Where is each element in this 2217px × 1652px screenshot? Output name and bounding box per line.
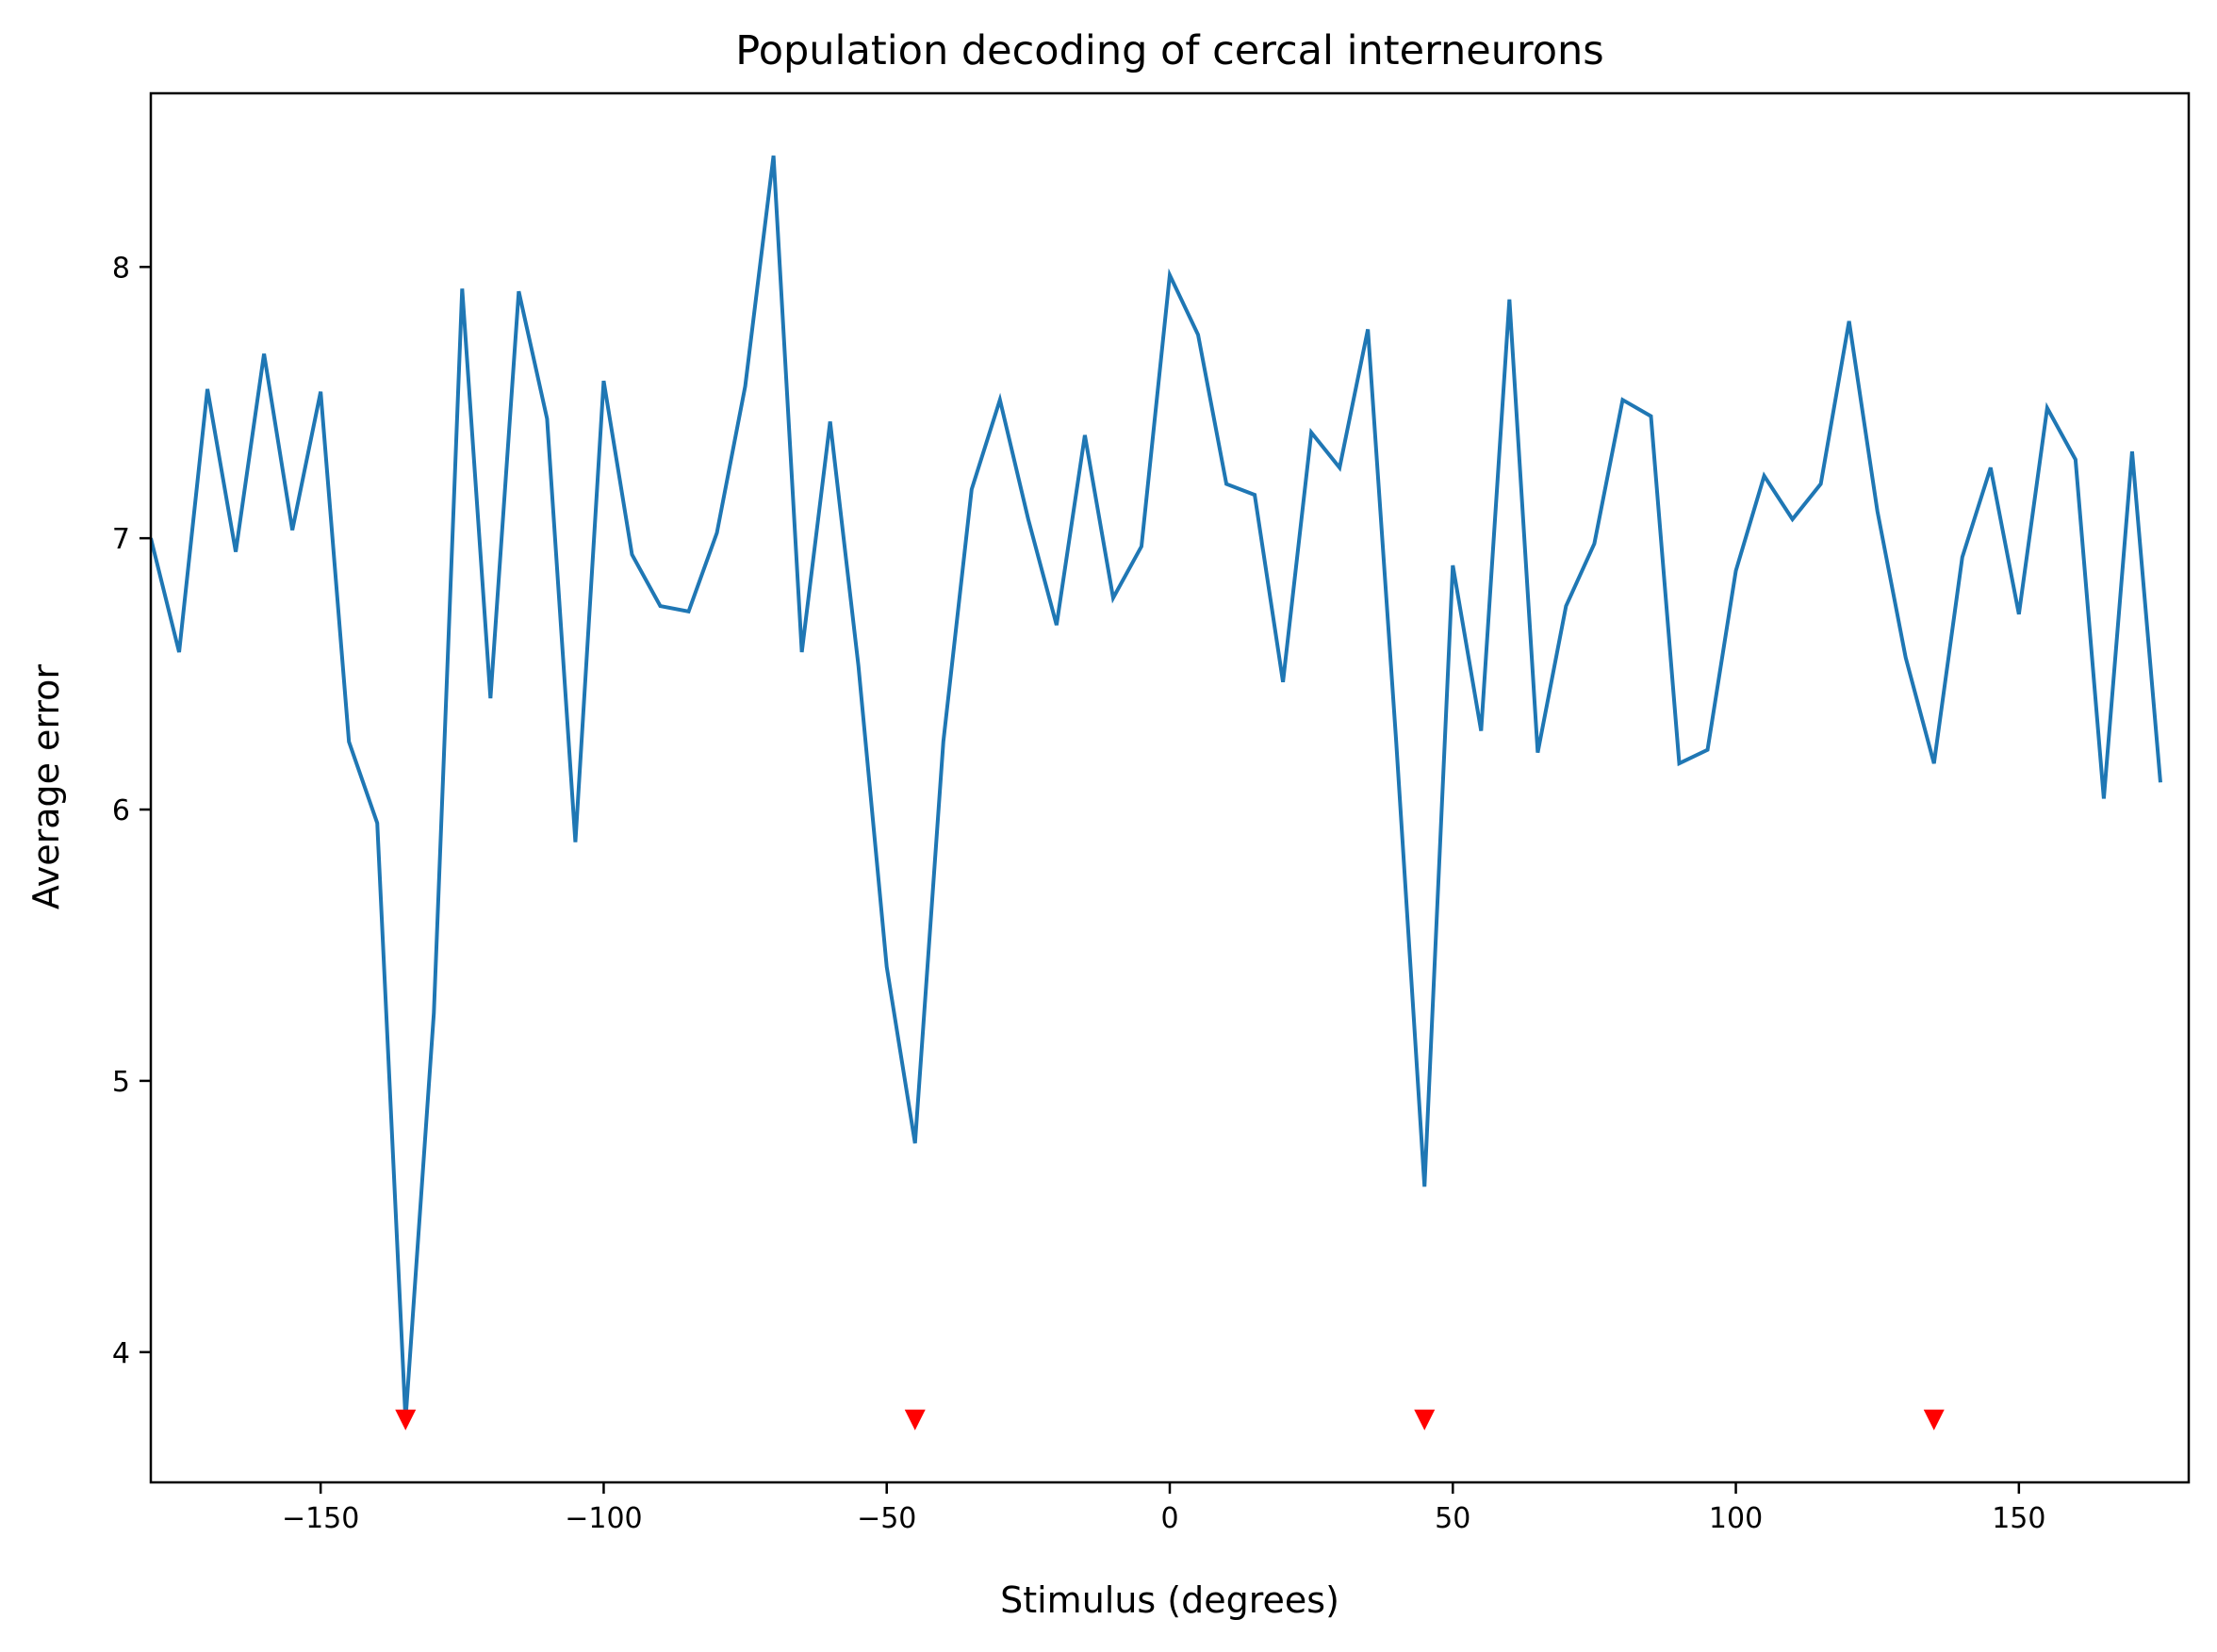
marker-triangle (1923, 1409, 1945, 1431)
x-tick-label: 150 (1992, 1502, 2045, 1535)
marker-triangle (1414, 1409, 1436, 1431)
x-tick-label: −100 (565, 1502, 642, 1535)
series-line-0 (151, 155, 2162, 1420)
x-tick-label: −50 (857, 1502, 916, 1535)
x-tick-label: 50 (1435, 1502, 1470, 1535)
marker-triangle (904, 1409, 926, 1431)
y-axis-label: Average error (25, 664, 67, 909)
y-tick-label: 7 (112, 523, 130, 556)
y-tick-label: 5 (112, 1066, 130, 1099)
y-tick-label: 4 (112, 1337, 130, 1370)
y-tick-label: 8 (112, 252, 130, 285)
x-axis-label: Stimulus (degrees) (1000, 1579, 1339, 1621)
axes-layer: −150 −100 −50 0 50 100 150 4 5 6 7 8 (112, 91, 2191, 1535)
y-tick-label: 6 (112, 794, 130, 827)
x-tick-label: −150 (282, 1502, 359, 1535)
chart-title: Population decoding of cercal interneuro… (735, 27, 1603, 74)
marker-triangle (395, 1409, 417, 1431)
x-tick-label: 100 (1709, 1502, 1763, 1535)
x-tick-label: 0 (1160, 1502, 1178, 1535)
plot-data-layer (151, 155, 2162, 1431)
